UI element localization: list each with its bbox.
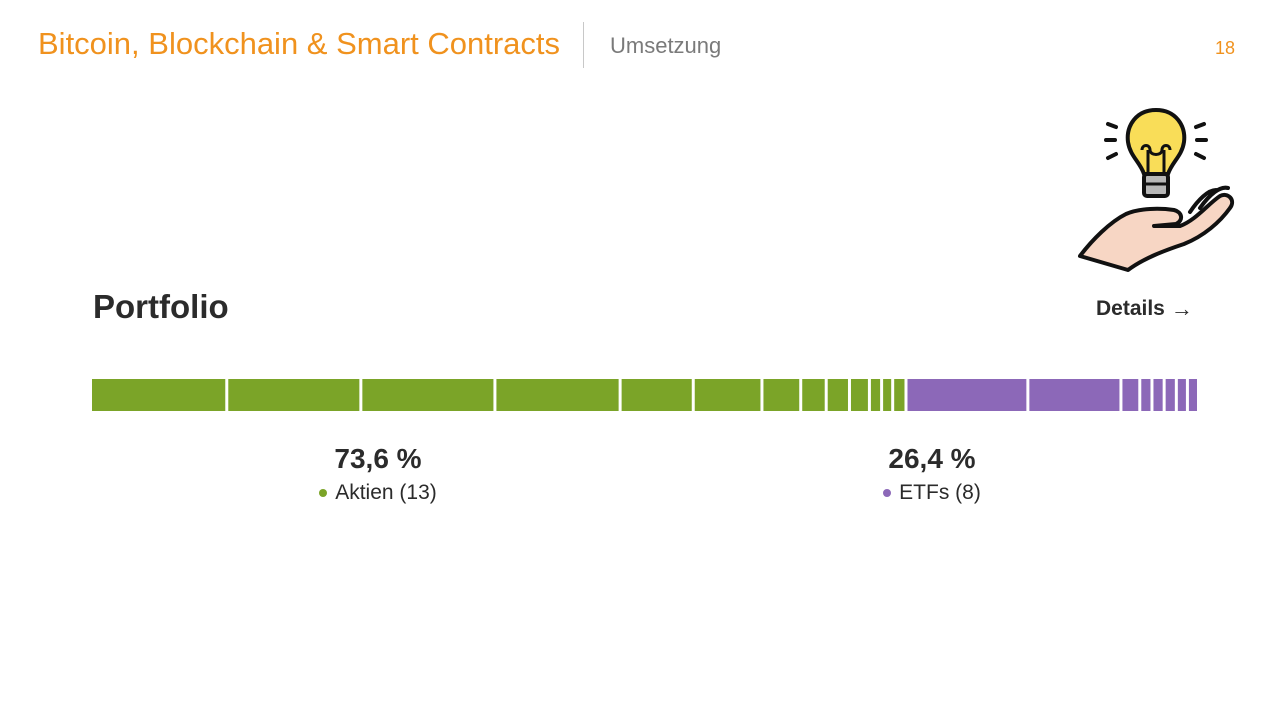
aktien-legend-item: Aktien (13) [268, 481, 488, 505]
aktien-segment-3 [362, 379, 494, 411]
aktien-segment-10 [850, 379, 868, 411]
page-number: 18 [1214, 38, 1235, 58]
aktien-segment-11 [870, 379, 881, 411]
portfolio-allocation-bar [92, 379, 1200, 411]
aktien-segment-1 [92, 379, 226, 411]
aktien-segment-6 [694, 379, 761, 411]
aktien-segment-5 [621, 379, 692, 411]
details-link[interactable]: Details → [1096, 296, 1193, 322]
etfs-segment-5 [1153, 379, 1163, 411]
allocation-bar-chart [92, 379, 1197, 411]
portfolio-title: Portfolio [93, 288, 229, 325]
aktien-segment-8 [802, 379, 825, 411]
header-divider [583, 22, 584, 68]
etfs-segment-4 [1141, 379, 1151, 411]
section-title: Umsetzung [610, 33, 722, 58]
etfs-percent: 26,4 % [888, 443, 976, 474]
etfs-label: ETFs (8) [899, 481, 981, 504]
etfs-segment-7 [1177, 379, 1186, 411]
details-label: Details [1096, 297, 1165, 320]
etfs-legend-item: ETFs (8) [822, 481, 1042, 505]
etfs-stat: 26,4 % ETFs (8) [822, 443, 1042, 505]
lightbulb-in-hand-icon [1070, 100, 1250, 280]
aktien-percent: 73,6 % [334, 443, 422, 474]
aktien-segment-12 [883, 379, 892, 411]
aktien-legend-dot [319, 489, 328, 497]
arrow-right-icon: → [1170, 296, 1193, 321]
etfs-segment-2 [1029, 379, 1120, 411]
aktien-segment-7 [763, 379, 800, 411]
aktien-stat: 73,6 % Aktien (13) [268, 443, 488, 505]
aktien-segment-13 [894, 379, 905, 411]
presentation-title: Bitcoin, Blockchain & Smart Contracts [38, 26, 561, 61]
aktien-label: Aktien (13) [335, 481, 437, 504]
aktien-segment-9 [827, 379, 848, 411]
etfs-segment-6 [1165, 379, 1175, 411]
aktien-segment-2 [228, 379, 360, 411]
etfs-segment-3 [1122, 379, 1139, 411]
etfs-legend-dot [883, 489, 892, 497]
etfs-segment-1 [907, 379, 1027, 411]
aktien-segment-4 [496, 379, 619, 411]
etfs-segment-8 [1188, 379, 1197, 411]
